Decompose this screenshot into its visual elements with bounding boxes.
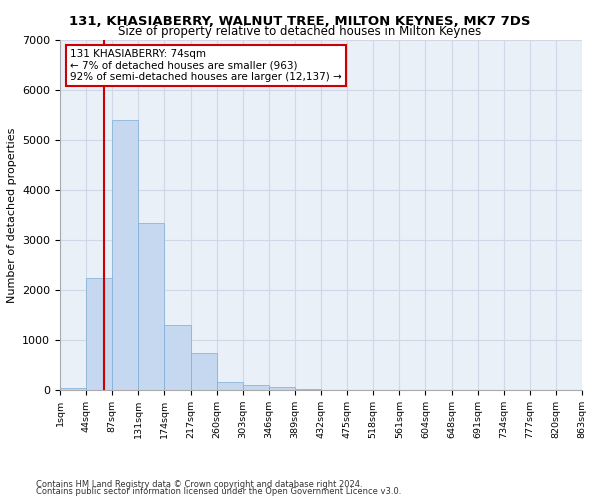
Bar xyxy=(139,222,164,390)
Bar xyxy=(295,389,321,390)
Bar xyxy=(191,352,217,390)
Bar xyxy=(269,387,295,390)
Text: Contains public sector information licensed under the Open Government Licence v3: Contains public sector information licen… xyxy=(36,487,401,496)
Bar xyxy=(60,388,86,390)
Text: 131 KHASIABERRY: 74sqm
← 7% of detached houses are smaller (963)
92% of semi-det: 131 KHASIABERRY: 74sqm ← 7% of detached … xyxy=(70,49,342,82)
Bar xyxy=(243,385,269,390)
Bar xyxy=(217,382,243,390)
Text: 131, KHASIABERRY, WALNUT TREE, MILTON KEYNES, MK7 7DS: 131, KHASIABERRY, WALNUT TREE, MILTON KE… xyxy=(69,15,531,28)
Bar xyxy=(164,325,191,390)
Text: Contains HM Land Registry data © Crown copyright and database right 2024.: Contains HM Land Registry data © Crown c… xyxy=(36,480,362,489)
Bar xyxy=(112,120,139,390)
Text: Size of property relative to detached houses in Milton Keynes: Size of property relative to detached ho… xyxy=(118,25,482,38)
Y-axis label: Number of detached properties: Number of detached properties xyxy=(7,128,17,302)
Bar xyxy=(86,278,112,390)
